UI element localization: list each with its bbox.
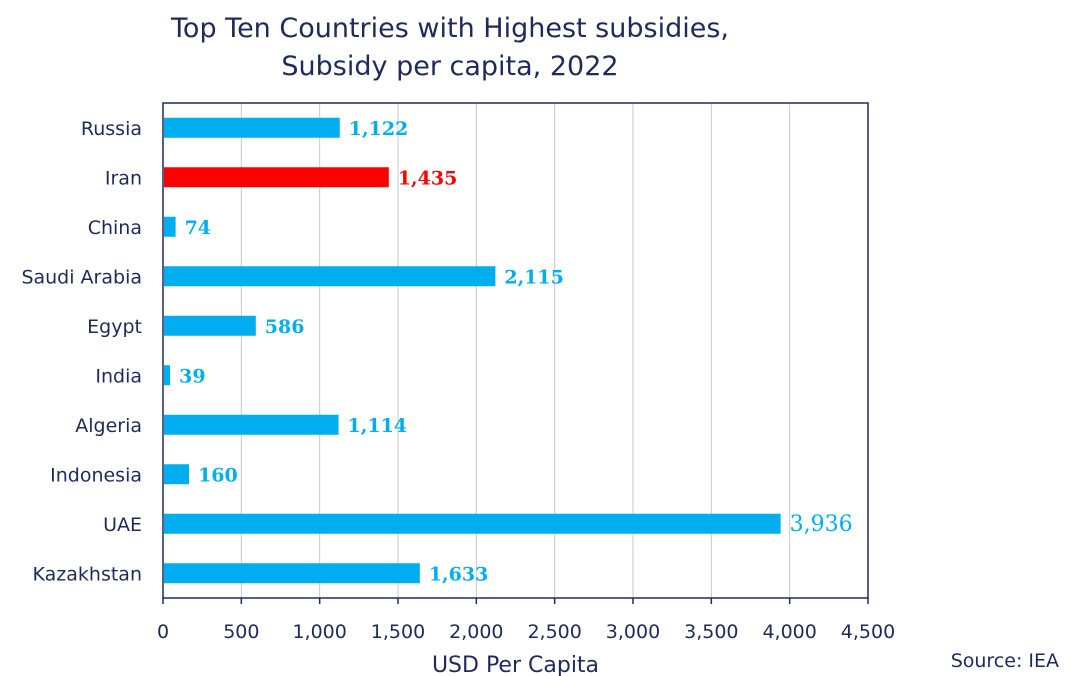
bar-saudi-arabia bbox=[164, 266, 496, 287]
data-label-2: 74 bbox=[185, 217, 211, 239]
plot-frame bbox=[162, 102, 869, 599]
bar-india bbox=[164, 365, 171, 386]
bar-china bbox=[164, 216, 176, 237]
x-axis-title: USD Per Capita bbox=[432, 653, 599, 676]
data-label-0: 1,122 bbox=[349, 118, 409, 140]
source-note: Source: IEA bbox=[950, 650, 1059, 672]
x-tick-label-2: 1,000 bbox=[292, 621, 346, 643]
x-tick-label-3: 1,500 bbox=[371, 621, 425, 643]
data-label-5: 39 bbox=[179, 365, 205, 387]
category-label-5: India bbox=[95, 365, 142, 387]
category-label-3: Saudi Arabia bbox=[21, 266, 142, 288]
bar-iran bbox=[164, 167, 389, 188]
category-label-4: Egypt bbox=[87, 316, 142, 338]
chart-title-line-2: Subsidy per capita, 2022 bbox=[281, 51, 619, 82]
bar-algeria bbox=[164, 414, 339, 435]
x-tick-label-7: 3,500 bbox=[684, 621, 738, 643]
bar-russia bbox=[164, 117, 340, 138]
chart-title: Top Ten Countries with Highest subsidies… bbox=[110, 10, 790, 86]
category-label-8: UAE bbox=[103, 514, 142, 536]
x-tick-label-0: 0 bbox=[157, 621, 169, 643]
x-tick-label-4: 2,000 bbox=[449, 621, 503, 643]
data-label-9: 1,633 bbox=[429, 563, 489, 585]
data-label-8: 3,936 bbox=[790, 512, 853, 537]
data-label-1: 1,435 bbox=[398, 167, 458, 189]
category-label-2: China bbox=[88, 217, 142, 239]
category-label-1: Iran bbox=[105, 167, 142, 189]
data-label-6: 1,114 bbox=[348, 415, 408, 437]
x-tick-label-6: 3,000 bbox=[606, 621, 660, 643]
data-label-7: 160 bbox=[198, 464, 238, 486]
bar-indonesia bbox=[164, 464, 190, 485]
x-tick-label-1: 500 bbox=[223, 621, 259, 643]
x-tick-label-9: 4,500 bbox=[841, 621, 895, 643]
category-label-9: Kazakhstan bbox=[33, 563, 142, 585]
bar-egypt bbox=[164, 315, 256, 336]
bar-uae bbox=[164, 513, 781, 534]
chart-title-line-1: Top Ten Countries with Highest subsidies… bbox=[171, 13, 729, 44]
x-tick-label-5: 2,500 bbox=[527, 621, 581, 643]
category-label-6: Algeria bbox=[75, 415, 142, 437]
x-tick-label-8: 4,000 bbox=[762, 621, 816, 643]
bar-kazakhstan bbox=[164, 563, 420, 584]
data-label-3: 2,115 bbox=[504, 266, 563, 288]
category-label-0: Russia bbox=[81, 118, 142, 140]
category-label-7: Indonesia bbox=[50, 464, 142, 486]
data-label-4: 586 bbox=[265, 316, 305, 338]
